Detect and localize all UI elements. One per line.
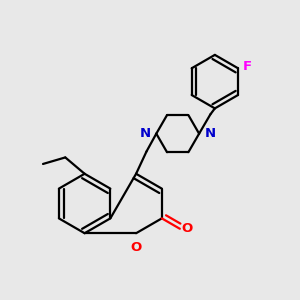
Text: O: O — [181, 222, 193, 235]
Text: F: F — [242, 60, 252, 73]
Text: N: N — [205, 127, 216, 140]
Text: N: N — [140, 127, 151, 140]
Text: O: O — [130, 241, 142, 254]
